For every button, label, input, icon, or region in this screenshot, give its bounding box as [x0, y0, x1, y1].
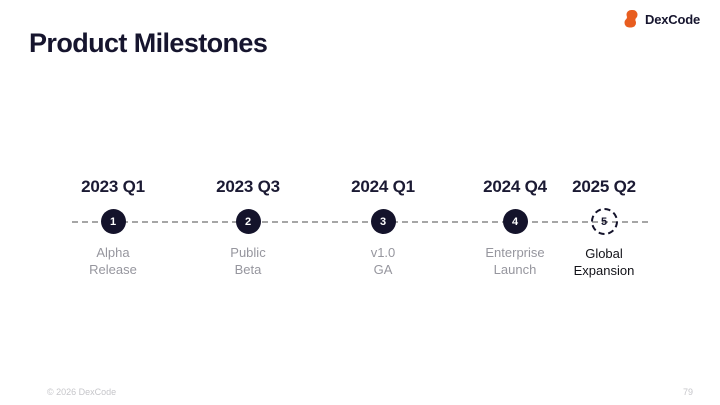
footer-copyright: © 2026 DexCode [47, 387, 117, 397]
milestone-3: 2024 Q1 3 v1.0 GA [317, 177, 449, 278]
timeline-axis [72, 221, 648, 223]
milestone-marker-dashed: 5 [590, 208, 618, 235]
milestone-1: 2023 Q1 1 Alpha Release [47, 177, 179, 278]
milestone-label: v1.0 GA [317, 244, 449, 278]
milestone-label-line1: Enterprise [485, 245, 545, 260]
page-title: Product Milestones [29, 28, 268, 58]
milestone-4: 2024 Q4 4 Enterprise Launch [449, 177, 581, 278]
brand-logo: DexCode [623, 10, 700, 28]
milestone-label: Public Beta [182, 244, 314, 278]
milestone-label-line1: Alpha [96, 245, 130, 260]
milestone-label-line1: Global [585, 246, 623, 261]
milestone-label-line1: Public [230, 245, 266, 260]
milestone-date: 2024 Q4 [483, 177, 547, 196]
milestone-marker: 3 [370, 209, 396, 234]
milestone-date: 2023 Q3 [216, 177, 280, 196]
milestone-marker: 1 [100, 209, 126, 234]
milestone-date: 2024 Q1 [351, 177, 415, 196]
brand-name: DexCode [645, 11, 700, 27]
dexcode-logo-icon [624, 10, 638, 28]
milestone-date: 2023 Q1 [81, 177, 145, 196]
milestone-marker: 4 [502, 209, 528, 234]
milestone-label-line1: v1.0 [370, 245, 396, 260]
milestone-label: Global Expansion [538, 245, 670, 279]
milestone-label: Alpha Release [47, 244, 179, 278]
milestone-label-line2: GA [373, 262, 393, 277]
footer-page-number: 79 [682, 387, 693, 397]
milestone-5: 2025 Q2 5 Global Expansion [538, 177, 670, 279]
milestone-label: Enterprise Launch [449, 244, 581, 278]
milestone-marker: 2 [235, 209, 261, 234]
milestone-label-line2: Release [89, 262, 137, 277]
milestone-2: 2023 Q3 2 Public Beta [182, 177, 314, 278]
milestone-label-line2: Expansion [573, 263, 635, 278]
milestone-date: 2025 Q2 [572, 177, 636, 196]
milestone-label-line2: Beta [234, 262, 262, 277]
milestone-label-line2: Launch [493, 262, 537, 277]
